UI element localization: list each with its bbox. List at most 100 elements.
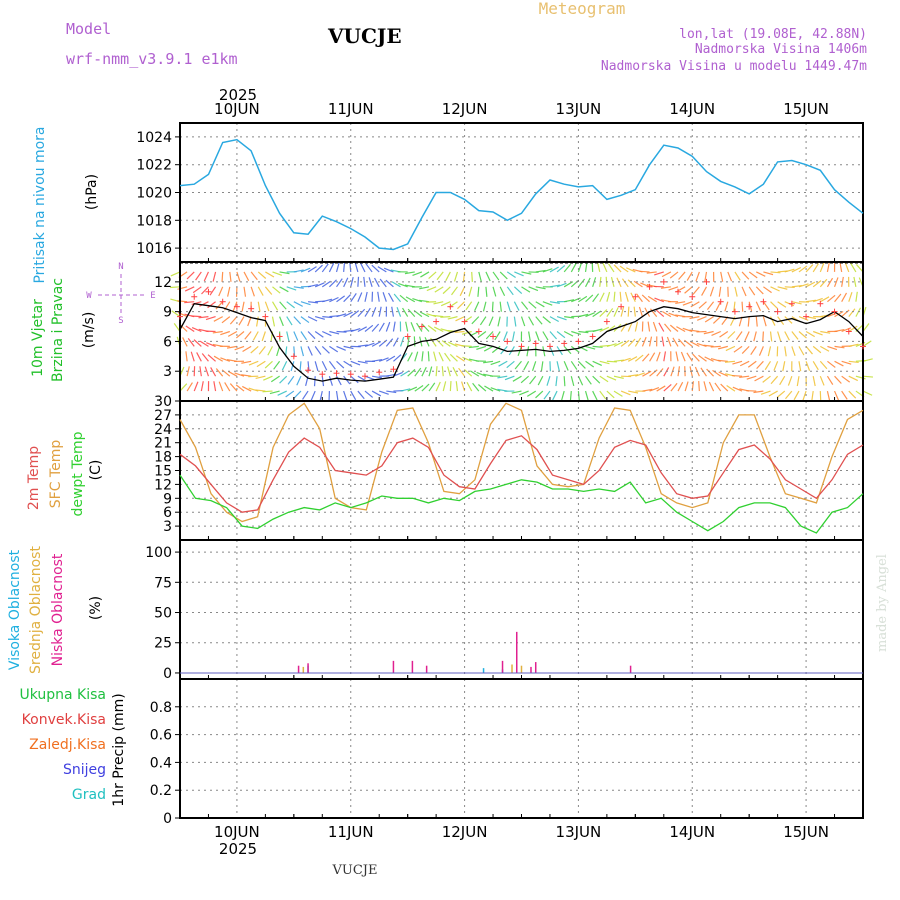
wind-barb (773, 361, 779, 371)
wind-barb (841, 327, 852, 333)
wind-barb (272, 271, 283, 276)
wind-barb (668, 286, 679, 291)
wind-barb (606, 343, 617, 347)
wind-barb (599, 326, 610, 333)
wind-barb (741, 271, 750, 280)
wind-barb (503, 331, 508, 342)
wind-barb (169, 286, 181, 289)
wind-barb (563, 330, 574, 337)
wind-barb (819, 375, 825, 386)
wind-barb (455, 355, 465, 362)
wind-barb (171, 310, 181, 318)
wind-barb (528, 301, 537, 309)
wind-barb (585, 375, 592, 385)
wind-barb (762, 331, 764, 342)
wind-barb (698, 381, 700, 392)
wind-barb (585, 345, 596, 350)
wind-barb (556, 361, 560, 372)
wind-barb (365, 263, 373, 273)
wind-barb (585, 360, 595, 368)
wind-barb (220, 330, 230, 336)
wind-barb (248, 360, 259, 366)
wind-barb (670, 382, 678, 392)
wind-barb (520, 375, 530, 384)
day-label-bottom: 14JUN (669, 823, 715, 841)
wind-barb (777, 301, 787, 308)
y-tick-label: 3 (163, 364, 172, 380)
wind-barb (185, 351, 188, 362)
wind-barb (521, 301, 529, 310)
wind-barb (523, 360, 530, 371)
wind-barb (714, 382, 722, 392)
y-tick-label: 0 (163, 811, 172, 827)
wind-barb (584, 261, 588, 273)
wind-barb (767, 346, 772, 357)
wind-barb (819, 278, 828, 288)
wind-barbs (169, 261, 874, 402)
wind-barb (385, 321, 391, 332)
wind-barb (656, 368, 664, 377)
wind-barb (391, 306, 395, 317)
wind-barb (549, 284, 560, 288)
wind-barb (364, 324, 374, 332)
wind-barb (708, 381, 715, 392)
wind-barb (798, 361, 802, 372)
wind-barb (267, 346, 274, 356)
wind-barb (329, 330, 340, 335)
wind-barb (633, 306, 636, 317)
wind-barb (577, 262, 583, 273)
wind-barb (269, 390, 280, 395)
wind-barb (461, 345, 472, 347)
wind-barb (592, 345, 603, 348)
wind-barb (700, 367, 707, 377)
wind-barb (642, 388, 653, 392)
wind-barb (229, 271, 232, 282)
wind-barb (542, 301, 553, 306)
wind-barb (511, 331, 515, 342)
wind-barb (711, 330, 721, 337)
wind-barb (451, 286, 458, 296)
wind-barb (414, 367, 422, 377)
wind-barb (328, 360, 336, 370)
cloud-ylabel-high: Visoka Oblacnost (7, 549, 23, 670)
wind-barb (261, 331, 266, 342)
wind-barb (805, 299, 817, 303)
wind-barb (812, 330, 823, 336)
wind-barb (720, 271, 724, 282)
wind-barb (585, 294, 594, 303)
wind-barb (634, 337, 642, 347)
wind-barb (257, 271, 267, 279)
wind-barb (862, 358, 873, 362)
wind-barb (307, 266, 317, 273)
wind-barb (715, 301, 722, 311)
wind-barb (300, 346, 305, 357)
wind-barb (204, 366, 210, 377)
wind-barb (805, 281, 816, 288)
wind-barb (624, 291, 629, 302)
wind-barb (416, 322, 423, 332)
wind-barb (592, 375, 601, 384)
wind-barb (199, 340, 209, 347)
wind-barb (802, 390, 807, 401)
wind-barb (762, 316, 767, 327)
wind-barb (812, 345, 822, 354)
wind-barb (398, 282, 408, 288)
wind-barb (647, 295, 657, 303)
wind-barb (521, 271, 532, 275)
y-tick-label: 6 (163, 505, 172, 521)
wind-barb (833, 390, 840, 401)
wind-barb (660, 286, 671, 289)
wind-barb (477, 384, 487, 392)
wind-barb (336, 295, 346, 303)
wind-barb (453, 271, 459, 282)
year-top: 2025 (219, 86, 257, 104)
wind-barb (482, 301, 487, 312)
wind-barb (378, 357, 389, 362)
wind-barb (419, 286, 430, 290)
wind-barb (724, 301, 729, 312)
wind-barb (229, 383, 238, 392)
wind-barb (371, 375, 383, 379)
wind-barb (592, 310, 602, 318)
wind-barb (357, 292, 363, 302)
wind-barb (256, 360, 266, 368)
